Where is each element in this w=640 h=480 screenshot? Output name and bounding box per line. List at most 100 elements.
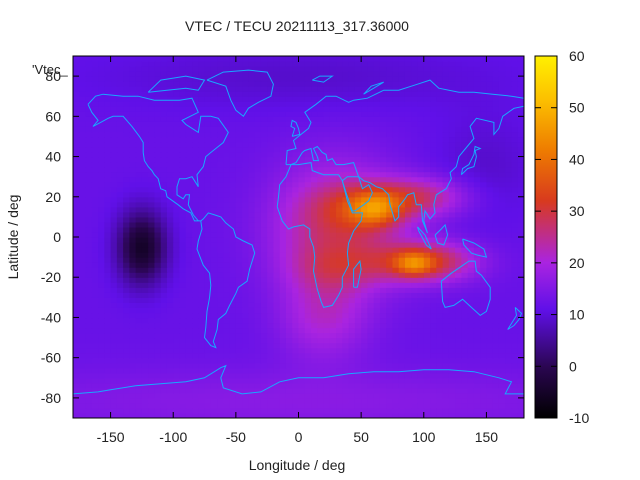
heat-cell	[285, 146, 293, 153]
heat-cell	[511, 86, 519, 92]
heat-cell	[185, 402, 193, 409]
heat-cell	[423, 357, 431, 364]
heat-cell	[148, 131, 156, 138]
heat-cell	[135, 267, 143, 273]
heat-cell	[311, 322, 318, 329]
heat-cell	[329, 357, 337, 364]
heat-cell	[461, 116, 469, 122]
heat-cell	[411, 292, 419, 298]
heat-cell	[279, 136, 287, 143]
heat-cell	[323, 327, 331, 334]
heat-cell	[304, 141, 312, 148]
heat-cell	[323, 136, 331, 143]
heat-cell	[442, 397, 450, 404]
heat-cell	[192, 237, 199, 243]
heat-cell	[367, 71, 375, 77]
heat-cell	[361, 242, 369, 248]
heat-cell	[148, 101, 156, 107]
heat-cell	[192, 317, 199, 324]
heat-cell	[148, 402, 156, 409]
heat-cell	[166, 392, 174, 399]
heat-cell	[235, 327, 243, 334]
heat-cell	[448, 322, 456, 329]
heat-cell	[260, 171, 268, 178]
heat-cell	[386, 262, 394, 268]
heat-cell	[386, 277, 394, 283]
heat-cell	[73, 146, 80, 153]
heat-cell	[511, 362, 519, 369]
heat-cell	[116, 327, 124, 334]
heat-cell	[417, 116, 425, 122]
heat-cell	[104, 146, 112, 153]
heat-cell	[198, 186, 206, 193]
heat-cell	[311, 91, 318, 97]
heat-cell	[348, 272, 356, 278]
heat-cell	[154, 86, 162, 92]
heat-cell	[198, 357, 206, 364]
heat-cell	[473, 272, 481, 278]
heat-cell	[217, 171, 224, 178]
heat-cell	[148, 412, 156, 418]
heat-cell	[379, 382, 387, 389]
heat-cell	[473, 126, 481, 133]
heat-cell	[304, 297, 312, 303]
heat-cell	[304, 106, 312, 112]
heat-cell	[323, 402, 331, 409]
heat-cell	[85, 272, 93, 278]
heat-cell	[154, 332, 162, 339]
heat-cell	[285, 176, 293, 183]
heat-cell	[461, 412, 469, 418]
heat-cell	[210, 317, 218, 324]
heat-cell	[404, 317, 412, 324]
heat-cell	[398, 101, 406, 107]
heat-cell	[442, 262, 450, 268]
heat-cell	[386, 91, 394, 97]
heat-cell	[436, 76, 444, 82]
heat-cell	[141, 121, 149, 127]
heat-cell	[361, 171, 369, 178]
heat-cell	[104, 402, 112, 409]
heat-cell	[498, 257, 506, 263]
heat-cell	[505, 126, 513, 133]
heat-cell	[498, 86, 506, 92]
heat-cell	[354, 412, 362, 418]
heat-cell	[141, 242, 149, 248]
heat-cell	[204, 71, 212, 77]
heat-cell	[204, 307, 212, 314]
heat-cell	[235, 367, 243, 374]
heat-cell	[304, 292, 312, 298]
heat-cell	[379, 322, 387, 329]
heat-cell	[430, 196, 437, 203]
heat-cell	[254, 332, 262, 339]
heat-cell	[348, 312, 356, 319]
heat-cell	[323, 347, 331, 354]
heat-cell	[292, 342, 300, 349]
heat-cell	[223, 81, 231, 87]
heat-cell	[210, 191, 218, 198]
heat-cell	[392, 272, 400, 278]
heat-cell	[379, 216, 387, 223]
heat-cell	[480, 76, 488, 82]
heat-cell	[217, 277, 224, 283]
heat-cell	[461, 387, 469, 394]
heat-cell	[417, 71, 425, 77]
heat-cell	[473, 221, 481, 228]
heat-cell	[116, 231, 124, 238]
heat-cell	[492, 196, 500, 203]
heat-cell	[285, 342, 293, 349]
heat-cell	[354, 372, 362, 379]
heat-cell	[436, 126, 444, 133]
heat-cell	[461, 307, 469, 314]
heat-cell	[480, 237, 488, 243]
heat-cell	[229, 327, 237, 334]
heat-cell	[430, 166, 437, 173]
heat-cell	[505, 267, 513, 273]
heat-cell	[123, 161, 130, 168]
heat-cell	[217, 382, 224, 389]
heat-cell	[361, 196, 369, 203]
heat-cell	[210, 76, 218, 82]
heat-cell	[91, 357, 99, 364]
heat-cell	[135, 277, 143, 283]
heat-cell	[173, 146, 181, 153]
heat-cell	[517, 297, 524, 303]
